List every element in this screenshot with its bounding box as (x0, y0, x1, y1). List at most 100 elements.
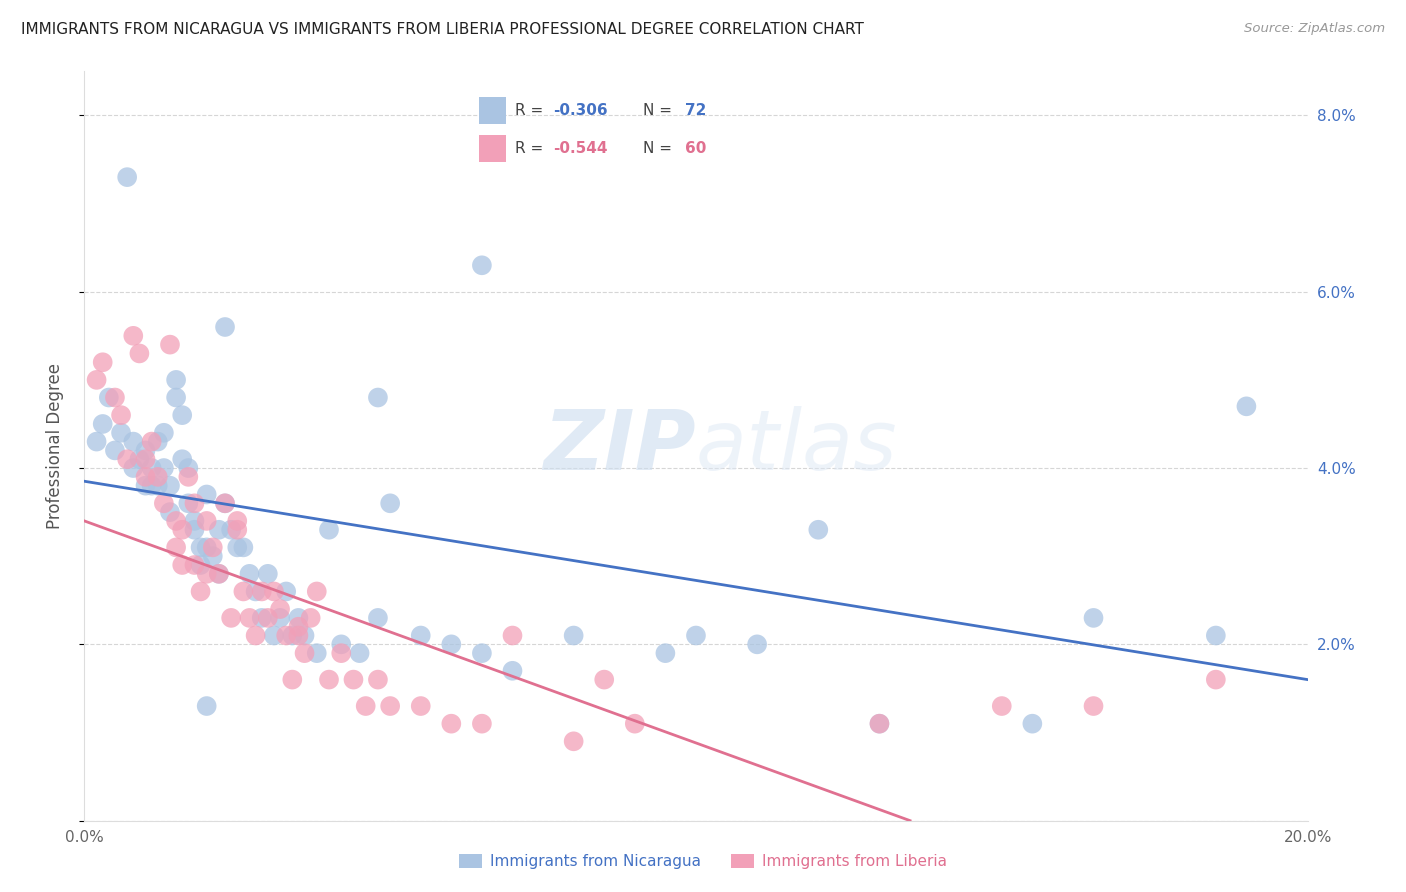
Point (208, 523, 231, 537)
Point (219, 611, 242, 625)
Point (342, 673, 364, 687)
Point (153, 425, 176, 440)
Point (159, 478, 181, 492)
Legend: Immigrants from Nicaragua, Immigrants from Liberia: Immigrants from Nicaragua, Immigrants fr… (453, 848, 953, 875)
Point (502, 664, 524, 678)
Point (354, 699, 377, 714)
Point (153, 461, 176, 475)
Y-axis label: Professional Degree: Professional Degree (45, 363, 63, 529)
Point (294, 628, 316, 642)
Point (183, 514, 205, 528)
Point (153, 496, 176, 510)
Point (869, 716, 891, 731)
Point (250, 611, 273, 625)
Point (115, 170, 138, 185)
Point (440, 716, 463, 731)
Point (238, 566, 260, 581)
Point (471, 716, 494, 731)
Point (146, 434, 169, 449)
Point (263, 584, 285, 599)
Point (159, 505, 181, 519)
Point (624, 716, 647, 731)
Point (214, 496, 236, 510)
Point (165, 514, 187, 528)
Point (1021, 716, 1043, 731)
Point (172, 452, 194, 467)
Point (276, 628, 298, 642)
Point (135, 470, 157, 484)
Point (201, 541, 224, 555)
Point (183, 496, 205, 510)
Point (287, 611, 309, 625)
Point (86, 434, 108, 449)
Point (367, 611, 389, 625)
Point (1083, 611, 1105, 625)
Point (97, 391, 120, 405)
Point (122, 328, 145, 343)
Point (318, 523, 340, 537)
Point (122, 461, 145, 475)
Point (305, 646, 328, 660)
Point (257, 611, 280, 625)
Point (562, 734, 585, 748)
Point (440, 637, 463, 651)
Point (593, 673, 616, 687)
Point (269, 611, 291, 625)
Point (128, 452, 150, 467)
Point (367, 391, 389, 405)
Point (409, 699, 432, 714)
Point (502, 628, 524, 642)
Point (250, 584, 273, 599)
Point (172, 523, 194, 537)
Point (281, 673, 304, 687)
Point (91, 355, 114, 369)
Point (183, 523, 205, 537)
Point (807, 523, 830, 537)
Point (367, 673, 389, 687)
Point (257, 566, 280, 581)
Point (135, 443, 157, 458)
Point (287, 620, 309, 634)
Point (1083, 699, 1105, 714)
Point (226, 541, 249, 555)
Point (159, 337, 181, 351)
Text: IMMIGRANTS FROM NICARAGUA VS IMMIGRANTS FROM LIBERIA PROFESSIONAL DEGREE CORRELA: IMMIGRANTS FROM NICARAGUA VS IMMIGRANTS … (21, 22, 863, 37)
Point (276, 584, 298, 599)
Point (219, 523, 242, 537)
Point (115, 452, 138, 467)
Point (232, 541, 254, 555)
Point (380, 496, 402, 510)
Point (195, 566, 218, 581)
Point (122, 434, 145, 449)
Point (471, 646, 494, 660)
Point (110, 408, 132, 422)
Point (245, 628, 267, 642)
Point (747, 637, 769, 651)
Point (177, 461, 200, 475)
Point (195, 541, 218, 555)
Point (135, 478, 157, 492)
Point (1205, 673, 1227, 687)
Point (214, 320, 236, 334)
Point (165, 391, 187, 405)
Point (190, 558, 212, 572)
Point (165, 541, 187, 555)
Point (245, 584, 267, 599)
Point (226, 523, 249, 537)
Point (172, 408, 194, 422)
Point (104, 391, 127, 405)
Point (146, 478, 169, 492)
Point (869, 716, 891, 731)
Point (330, 646, 353, 660)
Point (380, 699, 402, 714)
Point (195, 699, 218, 714)
Point (1205, 628, 1227, 642)
Point (562, 628, 585, 642)
Point (685, 628, 707, 642)
Point (330, 637, 353, 651)
Point (177, 496, 200, 510)
Point (135, 452, 157, 467)
Point (165, 373, 187, 387)
Point (183, 558, 205, 572)
Point (177, 470, 200, 484)
